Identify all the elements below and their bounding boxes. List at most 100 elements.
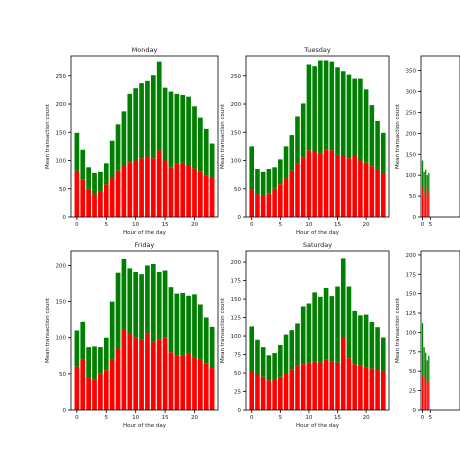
bar-upper [306, 64, 312, 151]
bar-lower [156, 150, 162, 217]
bar-upper [198, 304, 203, 360]
axes-frame [245, 55, 390, 218]
bar-upper [329, 61, 335, 151]
bar-upper [249, 146, 255, 190]
bar-upper [86, 167, 91, 189]
x-tick-label: 5 [105, 222, 109, 228]
bar-upper [352, 78, 357, 156]
bar-upper [375, 327, 380, 371]
bar-upper [369, 105, 375, 167]
y-tick-label: 0 [238, 215, 242, 221]
bar-lower [289, 170, 295, 217]
bar-lower [358, 160, 363, 217]
bar-lower [425, 185, 427, 217]
bar-upper [363, 314, 369, 368]
bar-lower [139, 158, 144, 217]
bar-upper [139, 83, 144, 159]
x-tick-label: 10 [305, 415, 312, 421]
x-tick-label: 15 [334, 222, 341, 228]
bar-upper [380, 337, 386, 372]
bar-upper [150, 264, 156, 342]
bar-lower [127, 162, 133, 217]
y-axis-label: Mean transaction count [395, 103, 401, 169]
bar-upper [145, 80, 150, 157]
bar-upper [266, 355, 272, 381]
bar-upper [289, 330, 295, 370]
bar-lower [127, 334, 133, 410]
bar-upper [103, 163, 109, 185]
bar-lower [352, 364, 357, 410]
bar-lower [346, 358, 352, 410]
x-axis-label: Hour of the day [123, 423, 167, 429]
bar-upper [92, 172, 97, 195]
y-tick-label: 0 [413, 215, 417, 221]
bar-lower [423, 377, 425, 410]
bar-upper [375, 120, 380, 170]
x-tick-label: 0 [75, 415, 79, 421]
bar-upper [295, 116, 300, 164]
bar-upper [363, 89, 369, 163]
bar-lower [295, 163, 300, 217]
x-tick-label: 20 [191, 415, 198, 421]
bar-upper [180, 292, 186, 356]
bar-lower [255, 194, 260, 217]
bar-lower [249, 189, 255, 217]
bar-upper [323, 60, 329, 150]
y-tick-label: 100 [231, 334, 242, 340]
bar-lower [145, 156, 150, 217]
x-tick-label: 10 [305, 222, 312, 228]
bar-lower [329, 361, 335, 410]
bar-lower [198, 359, 203, 410]
bar-lower [192, 168, 197, 217]
bar-upper [266, 168, 272, 194]
x-tick-label: 5 [429, 415, 433, 421]
bar-lower [92, 194, 97, 217]
bar-upper [255, 168, 260, 195]
axes-frame [70, 250, 219, 411]
axes-frame [70, 55, 219, 218]
y-tick-label: 200 [56, 102, 67, 108]
bar-lower [306, 150, 312, 217]
bar-lower [423, 192, 425, 217]
axes-frame [420, 55, 460, 218]
bar-upper [335, 286, 340, 363]
y-tick-label: 200 [231, 102, 242, 108]
bar-upper [174, 93, 180, 164]
bar-upper [121, 111, 127, 166]
bar-lower [278, 376, 283, 410]
bar-upper [380, 132, 386, 175]
bar-upper [156, 61, 162, 151]
y-axis-label: Mean transaction count [220, 103, 226, 169]
bar-upper [115, 124, 121, 171]
bar-lower [352, 155, 357, 217]
bar-upper [312, 66, 317, 153]
y-tick-label: 250 [231, 74, 242, 80]
bar-lower [369, 166, 375, 217]
y-tick-label: 200 [231, 260, 242, 266]
y-tick-label: 125 [406, 311, 417, 317]
y-tick-label: 100 [231, 159, 242, 165]
axes-frame [245, 250, 390, 411]
bar-lower [260, 195, 266, 217]
x-axis-label: Hour of the day [123, 230, 167, 236]
y-tick-label: 100 [56, 336, 67, 342]
bar-lower [203, 363, 209, 410]
bar-upper [192, 106, 197, 169]
bar-upper [283, 146, 289, 179]
chart-title: Monday [132, 46, 158, 54]
bar-lower [168, 352, 174, 410]
bar-lower [363, 367, 369, 410]
bar-lower [174, 163, 180, 217]
bar-upper [318, 60, 323, 154]
bar-upper [369, 322, 375, 369]
y-tick-label: 250 [56, 74, 67, 80]
bar-upper [358, 78, 363, 161]
bar-lower [266, 380, 272, 410]
bar-lower [121, 329, 127, 410]
bar-lower [98, 373, 103, 410]
bar-upper [426, 360, 428, 381]
bar-lower [375, 370, 380, 410]
bar-lower [74, 170, 80, 217]
x-tick-label: 10 [132, 415, 139, 421]
